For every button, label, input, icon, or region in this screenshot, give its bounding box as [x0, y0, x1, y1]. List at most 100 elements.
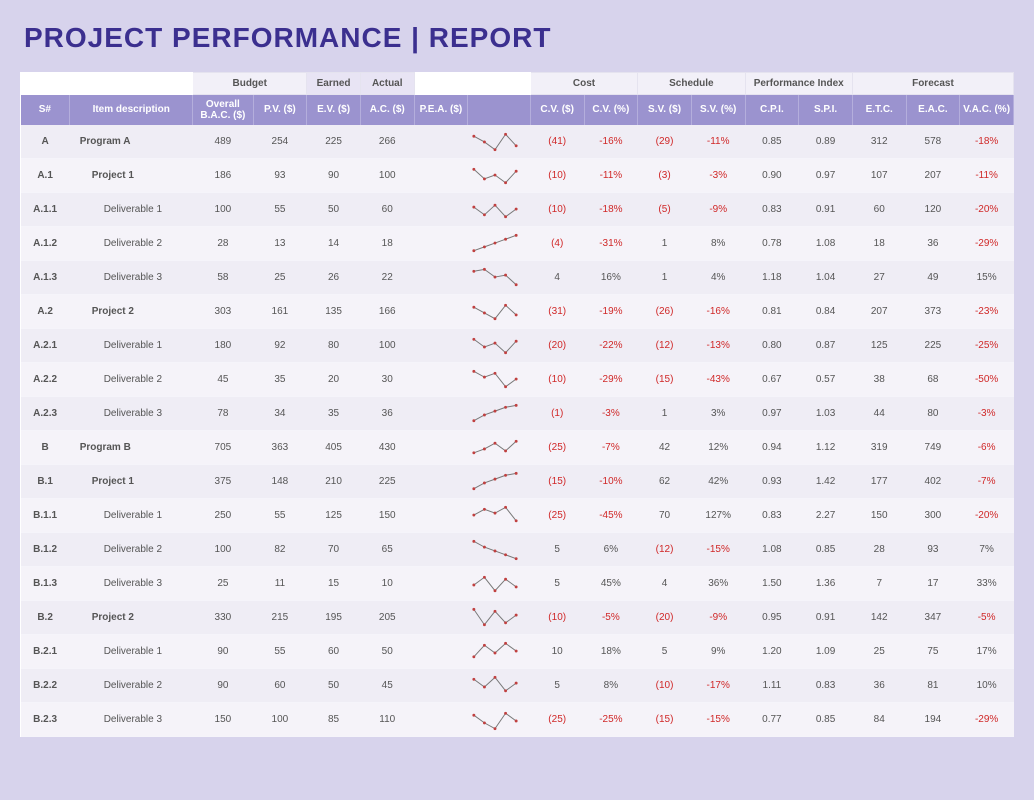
cell-eac: 81	[906, 669, 960, 703]
col-cv: C.V. ($)	[530, 95, 584, 125]
cell-desc: Deliverable 3	[70, 567, 193, 601]
table-row: B.2.1Deliverable 1905560501018%59%1.201.…	[21, 635, 1014, 669]
cell-sn: B.2.1	[21, 635, 70, 669]
cell-ev: 405	[307, 431, 361, 465]
cell-ev: 195	[307, 601, 361, 635]
table-row: B.2.2Deliverable 29060504558%(10)-17%1.1…	[21, 669, 1014, 703]
cell-desc: Deliverable 2	[70, 533, 193, 567]
cell-svp: -11%	[691, 125, 745, 159]
cell-cpi: 1.08	[745, 533, 799, 567]
cell-svp: 8%	[691, 227, 745, 261]
cell-ac: 225	[360, 465, 414, 499]
cell-pv: 92	[253, 329, 307, 363]
cell-eac: 194	[906, 703, 960, 737]
cell-sn: A.1.3	[21, 261, 70, 295]
cell-bac: 705	[193, 431, 253, 465]
cell-sn: A.1.1	[21, 193, 70, 227]
cell-cv: (10)	[530, 159, 584, 193]
page-title: PROJECT PERFORMANCE | REPORT	[24, 22, 1014, 54]
table-row: B.1.1Deliverable 125055125150(25)-45%701…	[21, 499, 1014, 533]
cell-pv: 148	[253, 465, 307, 499]
cell-spi: 0.91	[799, 601, 853, 635]
cell-sv: 1	[638, 397, 692, 431]
cell-spi: 0.83	[799, 669, 853, 703]
col-ac: A.C. ($)	[360, 95, 414, 125]
cell-cpi: 0.90	[745, 159, 799, 193]
cell-spi: 1.42	[799, 465, 853, 499]
cell-spi: 1.12	[799, 431, 853, 465]
cell-desc: Deliverable 2	[70, 227, 193, 261]
cell-sn: A.2	[21, 295, 70, 329]
cell-vac: 7%	[960, 533, 1014, 567]
cell-eac: 93	[906, 533, 960, 567]
cell-sv: 1	[638, 261, 692, 295]
cell-bac: 58	[193, 261, 253, 295]
cell-bac: 90	[193, 635, 253, 669]
cell-cpi: 0.95	[745, 601, 799, 635]
cell-spi: 1.36	[799, 567, 853, 601]
cell-sn: A	[21, 125, 70, 159]
cell-vac: -18%	[960, 125, 1014, 159]
col-desc: Item description	[70, 95, 193, 125]
cell-pea	[414, 397, 468, 431]
cell-ev: 15	[307, 567, 361, 601]
cell-pv: 60	[253, 669, 307, 703]
cell-spi: 0.57	[799, 363, 853, 397]
cell-etc: 125	[852, 329, 906, 363]
cell-spi: 0.87	[799, 329, 853, 363]
cell-vac: -6%	[960, 431, 1014, 465]
sparkline	[468, 227, 531, 261]
col-sn: S#	[21, 95, 70, 125]
cell-ev: 90	[307, 159, 361, 193]
col-spark	[468, 95, 531, 125]
cell-sn: B.2.3	[21, 703, 70, 737]
cell-cpi: 1.20	[745, 635, 799, 669]
cell-pv: 11	[253, 567, 307, 601]
cell-bac: 100	[193, 193, 253, 227]
col-etc: E.T.C.	[852, 95, 906, 125]
cell-ac: 110	[360, 703, 414, 737]
cell-etc: 27	[852, 261, 906, 295]
cell-vac: 33%	[960, 567, 1014, 601]
table-row: B.1Project 1375148210225(15)-10%6242%0.9…	[21, 465, 1014, 499]
sparkline	[468, 465, 531, 499]
cell-desc: Deliverable 2	[70, 363, 193, 397]
cell-cv: 5	[530, 669, 584, 703]
cell-ac: 50	[360, 635, 414, 669]
report-table-container: BudgetEarnedActualCostSchedulePerformanc…	[20, 72, 1014, 737]
sparkline	[468, 669, 531, 703]
cell-ev: 125	[307, 499, 361, 533]
cell-bac: 25	[193, 567, 253, 601]
cell-vac: -20%	[960, 193, 1014, 227]
cell-pea	[414, 261, 468, 295]
cell-svp: -9%	[691, 601, 745, 635]
cell-ac: 166	[360, 295, 414, 329]
cell-desc: Project 2	[70, 295, 193, 329]
cell-sv: (15)	[638, 703, 692, 737]
col-sv: S.V. ($)	[638, 95, 692, 125]
cell-sv: (12)	[638, 329, 692, 363]
cell-ac: 36	[360, 397, 414, 431]
cell-cvp: -11%	[584, 159, 638, 193]
cell-svp: 3%	[691, 397, 745, 431]
cell-cv: 4	[530, 261, 584, 295]
cell-pv: 82	[253, 533, 307, 567]
cell-ev: 50	[307, 669, 361, 703]
cell-vac: -7%	[960, 465, 1014, 499]
cell-eac: 402	[906, 465, 960, 499]
cell-vac: 17%	[960, 635, 1014, 669]
cell-pv: 215	[253, 601, 307, 635]
cell-cpi: 1.18	[745, 261, 799, 295]
cell-cvp: -16%	[584, 125, 638, 159]
cell-ev: 26	[307, 261, 361, 295]
cell-ac: 30	[360, 363, 414, 397]
cell-cpi: 0.83	[745, 193, 799, 227]
cell-pea	[414, 329, 468, 363]
cell-bac: 186	[193, 159, 253, 193]
cell-svp: -15%	[691, 703, 745, 737]
cell-ac: 266	[360, 125, 414, 159]
cell-cv: (10)	[530, 601, 584, 635]
group-budget: Budget	[193, 73, 307, 95]
cell-ev: 225	[307, 125, 361, 159]
cell-etc: 7	[852, 567, 906, 601]
